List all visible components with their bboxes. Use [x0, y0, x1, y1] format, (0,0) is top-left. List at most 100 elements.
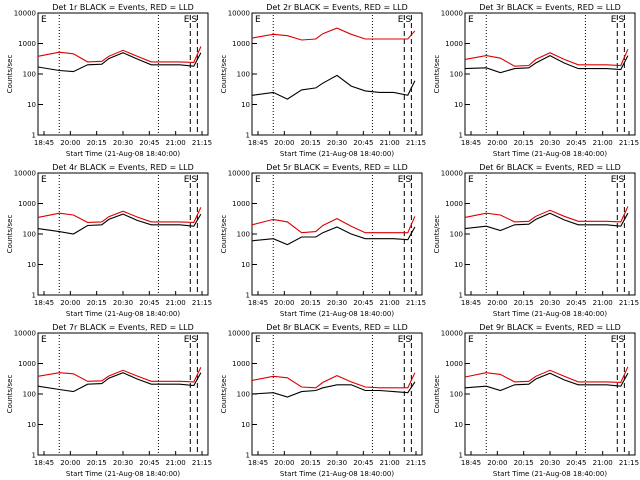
y-tick-label: 10000: [441, 330, 463, 338]
marker-e-left: E: [255, 15, 261, 25]
x-axis-label: Start Time (21-Aug-08 18:40:00): [493, 150, 607, 158]
x-axis-label: Start Time (21-Aug-08 18:40:00): [280, 310, 394, 318]
x-tick-label: 20:45: [566, 299, 586, 307]
events-series-line: [464, 212, 629, 232]
x-axis-label: Start Time (21-Aug-08 18:40:00): [280, 150, 394, 158]
x-axis-label: Start Time (21-Aug-08 18:40:00): [66, 310, 180, 318]
plot-frame: [251, 172, 423, 296]
marker-e-right: E: [611, 335, 617, 345]
x-tick-label: 18:45: [461, 459, 481, 467]
marker-s: S: [619, 175, 625, 185]
marker-e-left: E: [41, 175, 47, 185]
x-tick-label: 21:00: [380, 139, 400, 147]
marker-e-right: E: [184, 175, 190, 185]
y-tick-label: 100: [23, 71, 36, 79]
x-tick-label: 20:00: [60, 139, 80, 147]
events-series-line: [251, 226, 416, 246]
x-tick-label: 18:45: [248, 139, 268, 147]
marker-s: S: [192, 15, 198, 25]
x-tick-label: 21:00: [593, 459, 613, 467]
y-tick-label: 1: [459, 452, 463, 460]
y-axis-label: Counts/sec: [220, 375, 228, 414]
x-axis-label: Start Time (21-Aug-08 18:40:00): [66, 150, 180, 158]
y-axis-label: Counts/sec: [220, 55, 228, 94]
y-tick-label: 100: [450, 71, 463, 79]
plot-frame: [37, 172, 209, 296]
y-tick-label: 1000: [232, 360, 250, 368]
lld-series-line: [37, 207, 202, 223]
marker-e-right: E: [184, 15, 190, 25]
y-axis-label: Counts/sec: [433, 55, 441, 94]
x-tick-label: 20:15: [514, 459, 534, 467]
lld-series-line: [464, 206, 629, 223]
marker-e-left: E: [255, 335, 261, 345]
x-tick-label: 18:45: [248, 299, 268, 307]
x-tick-label: 21:15: [192, 299, 212, 307]
x-tick-label: 21:15: [406, 139, 426, 147]
panel-title: Det 4r BLACK = Events, RED = LLD: [52, 163, 194, 172]
y-axis-label: Counts/sec: [433, 215, 441, 254]
y-tick-label: 10: [241, 261, 250, 269]
x-tick-label: 20:00: [274, 139, 294, 147]
y-tick-label: 1: [246, 292, 250, 300]
events-series-line: [37, 372, 202, 393]
y-tick-label: 10000: [14, 170, 36, 178]
y-tick-label: 10000: [14, 330, 36, 338]
x-tick-label: 20:45: [566, 459, 586, 467]
x-axis-label: Start Time (21-Aug-08 18:40:00): [66, 470, 180, 478]
events-series-line: [37, 213, 202, 235]
x-tick-label: 20:30: [327, 459, 347, 467]
x-axis-label: Start Time (21-Aug-08 18:40:00): [493, 470, 607, 478]
x-tick-label: 21:00: [166, 459, 186, 467]
y-tick-label: 10: [241, 101, 250, 109]
x-axis-label: Start Time (21-Aug-08 18:40:00): [493, 310, 607, 318]
y-tick-label: 10: [454, 101, 463, 109]
y-tick-label: 10: [454, 421, 463, 429]
x-tick-label: 21:15: [406, 459, 426, 467]
x-tick-label: 21:00: [593, 299, 613, 307]
x-tick-label: 20:30: [113, 299, 133, 307]
panel-title: Det 6r BLACK = Events, RED = LLD: [479, 163, 621, 172]
events-series-line: [464, 54, 629, 74]
y-axis-label: Counts/sec: [6, 375, 14, 414]
marker-s: S: [406, 335, 412, 345]
x-tick-label: 18:45: [461, 299, 481, 307]
marker-e-right: E: [611, 15, 617, 25]
x-tick-label: 21:00: [380, 299, 400, 307]
marker-e-left: E: [468, 175, 474, 185]
lld-series-line: [251, 372, 416, 389]
x-tick-label: 20:00: [487, 139, 507, 147]
y-tick-label: 1000: [445, 200, 463, 208]
x-tick-label: 20:15: [87, 139, 107, 147]
y-tick-label: 1000: [18, 360, 36, 368]
y-tick-label: 10: [27, 421, 36, 429]
x-tick-label: 20:45: [139, 459, 159, 467]
x-tick-label: 20:15: [87, 299, 107, 307]
x-tick-label: 20:15: [514, 139, 534, 147]
x-tick-label: 20:00: [487, 299, 507, 307]
marker-e-right: E: [611, 175, 617, 185]
lld-series-line: [251, 216, 416, 234]
y-tick-label: 100: [450, 231, 463, 239]
events-series-line: [251, 381, 416, 398]
y-axis-label: Counts/sec: [6, 215, 14, 254]
x-tick-label: 21:15: [619, 139, 639, 147]
lld-series-line: [37, 46, 202, 63]
panel-title: Det 7r BLACK = Events, RED = LLD: [52, 323, 194, 332]
y-tick-label: 1: [459, 132, 463, 140]
x-tick-label: 21:00: [166, 139, 186, 147]
x-tick-label: 20:30: [327, 139, 347, 147]
marker-e-left: E: [255, 175, 261, 185]
x-tick-label: 20:45: [566, 139, 586, 147]
y-tick-label: 1000: [18, 200, 36, 208]
x-tick-label: 20:45: [353, 139, 373, 147]
x-tick-label: 20:15: [514, 299, 534, 307]
x-tick-label: 20:15: [87, 459, 107, 467]
x-tick-label: 20:30: [540, 299, 560, 307]
y-tick-label: 1: [246, 452, 250, 460]
x-tick-label: 21:15: [192, 459, 212, 467]
y-tick-label: 10: [454, 261, 463, 269]
panel-title: Det 3r BLACK = Events, RED = LLD: [479, 3, 621, 12]
y-tick-label: 10000: [441, 170, 463, 178]
marker-s: S: [192, 335, 198, 345]
